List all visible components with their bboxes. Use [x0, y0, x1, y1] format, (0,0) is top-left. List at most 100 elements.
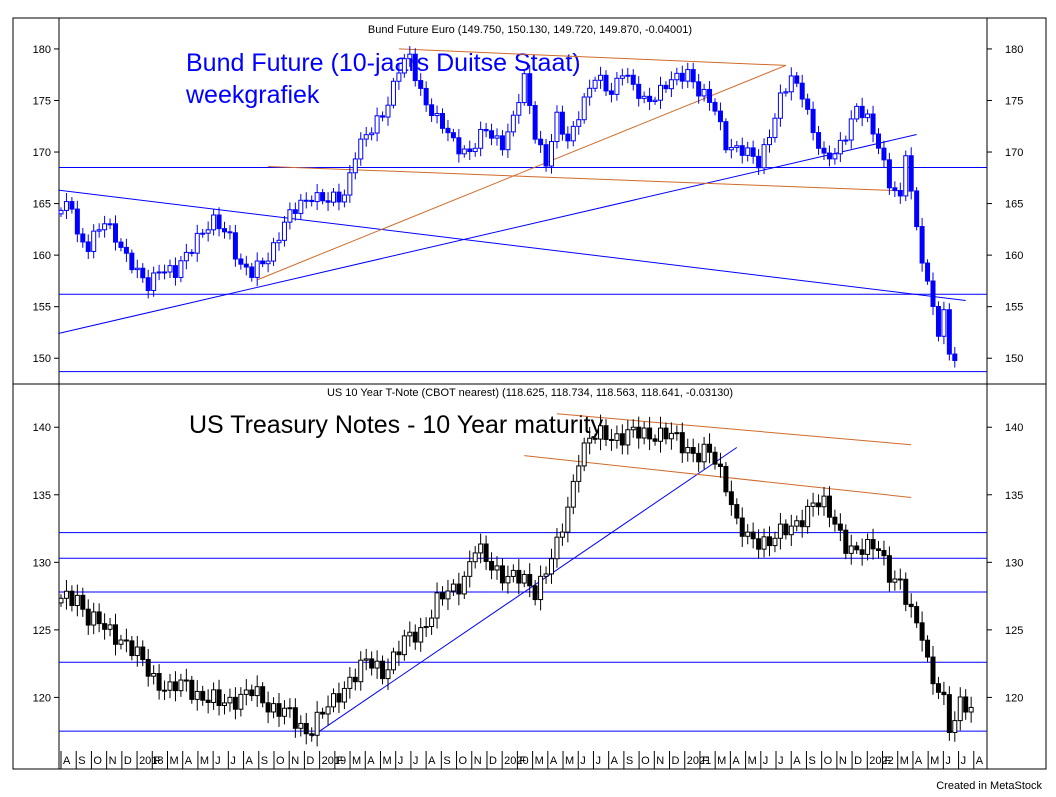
price-bar-body — [276, 239, 282, 244]
xtick-label: J — [778, 755, 784, 767]
price-bar-body — [347, 676, 353, 689]
price-bar-body — [565, 133, 571, 142]
price-bar-body — [390, 651, 396, 671]
price-bar-body — [140, 267, 146, 279]
credit-label: Created in MetaStock — [936, 780, 1042, 792]
price-bar-body — [717, 463, 723, 467]
price-bar-body — [222, 702, 227, 706]
price-bar-body — [712, 101, 718, 112]
xtick-label: A — [550, 755, 558, 767]
xtick-label: F — [885, 755, 892, 767]
price-bar-body — [930, 280, 936, 308]
price-bar-body — [472, 552, 478, 563]
xtick-label: S — [261, 755, 268, 767]
price-bar-body — [412, 631, 418, 643]
price-bar-body — [870, 539, 876, 550]
price-bar-body — [216, 689, 222, 706]
xtick-label: M — [169, 755, 178, 767]
xtick-label: J — [413, 755, 419, 767]
price-bar-body — [679, 432, 685, 454]
price-bar-body — [750, 531, 756, 540]
price-bar-body — [434, 592, 440, 619]
xtick-label: O — [641, 755, 650, 767]
price-bar-body — [761, 536, 767, 550]
price-bar-body — [952, 720, 958, 733]
price-bar-body — [254, 260, 260, 278]
price-bar-body — [685, 447, 691, 454]
price-bar-body — [96, 611, 102, 625]
bottom-panel-frame — [12, 383, 1047, 770]
price-bar-body — [876, 548, 881, 552]
price-bar-body — [554, 111, 560, 143]
price-bar-body — [543, 144, 549, 167]
price-bar-body — [505, 131, 511, 151]
price-bar-body — [483, 128, 489, 132]
price-bar-body — [750, 147, 756, 157]
price-bar-body — [461, 148, 467, 155]
price-bar-body — [123, 639, 129, 642]
price-bar-body — [423, 626, 429, 629]
price-bar-body — [303, 722, 309, 735]
price-bar-body — [287, 707, 293, 710]
xtick-label: N — [474, 755, 482, 767]
price-bar-body — [570, 480, 576, 508]
price-bar-body — [467, 148, 473, 153]
price-bar-body — [440, 112, 445, 129]
price-bar-body — [903, 578, 909, 605]
price-bar-body — [107, 624, 113, 630]
xtick-label: S — [443, 755, 450, 767]
price-bar-body — [320, 711, 326, 715]
xtick-label: J — [763, 755, 769, 767]
price-bar-body — [358, 659, 364, 683]
price-bar-body — [211, 689, 217, 703]
price-bar-body — [314, 192, 320, 203]
price-bar-body — [908, 603, 914, 608]
price-bar-body — [232, 232, 238, 260]
price-bar-body — [663, 84, 669, 90]
price-bar-body — [707, 443, 713, 453]
price-bar-body — [292, 707, 298, 729]
price-bar-body — [390, 80, 396, 106]
price-bar-body — [418, 627, 424, 643]
price-bar-body — [510, 114, 516, 133]
price-bar-body — [450, 583, 456, 592]
price-bar-body — [325, 706, 331, 715]
price-bar-body — [281, 221, 287, 241]
price-bar-body — [734, 504, 740, 519]
price-bar-body — [113, 624, 118, 645]
price-bar-body — [603, 74, 609, 92]
price-bar-body — [946, 309, 952, 355]
price-bar-body — [178, 679, 184, 692]
price-bar-body — [963, 696, 969, 713]
xtick-label: N — [839, 755, 847, 767]
price-bar-body — [227, 696, 233, 704]
price-bar-body — [728, 146, 734, 151]
price-bar-body — [663, 427, 669, 440]
price-bar-body — [581, 96, 587, 121]
price-bar-body — [385, 104, 391, 118]
price-bar-body — [728, 491, 734, 506]
price-bar-body — [837, 523, 843, 531]
price-bar-body — [374, 115, 380, 134]
price-bar-body — [690, 69, 696, 83]
ytick-right-label: 120 — [1005, 692, 1023, 704]
xtick-label: A — [976, 755, 984, 767]
price-bar-body — [865, 539, 871, 555]
xtick-label: 2020 — [504, 755, 528, 767]
xtick-label: S — [808, 755, 815, 767]
price-bar-body — [396, 72, 402, 82]
price-bar-body — [565, 506, 571, 533]
price-bar-body — [636, 426, 642, 439]
price-bar-body — [407, 631, 413, 637]
price-bar-body — [374, 660, 380, 669]
price-bar-body — [799, 520, 805, 528]
price-bar-body — [478, 543, 484, 554]
price-bar-body — [756, 155, 762, 169]
xtick-label: O — [93, 755, 102, 767]
price-bar-body — [625, 74, 631, 77]
price-bar-body — [461, 575, 467, 595]
price-bar-body — [489, 560, 495, 571]
xtick-label: J — [961, 755, 967, 767]
